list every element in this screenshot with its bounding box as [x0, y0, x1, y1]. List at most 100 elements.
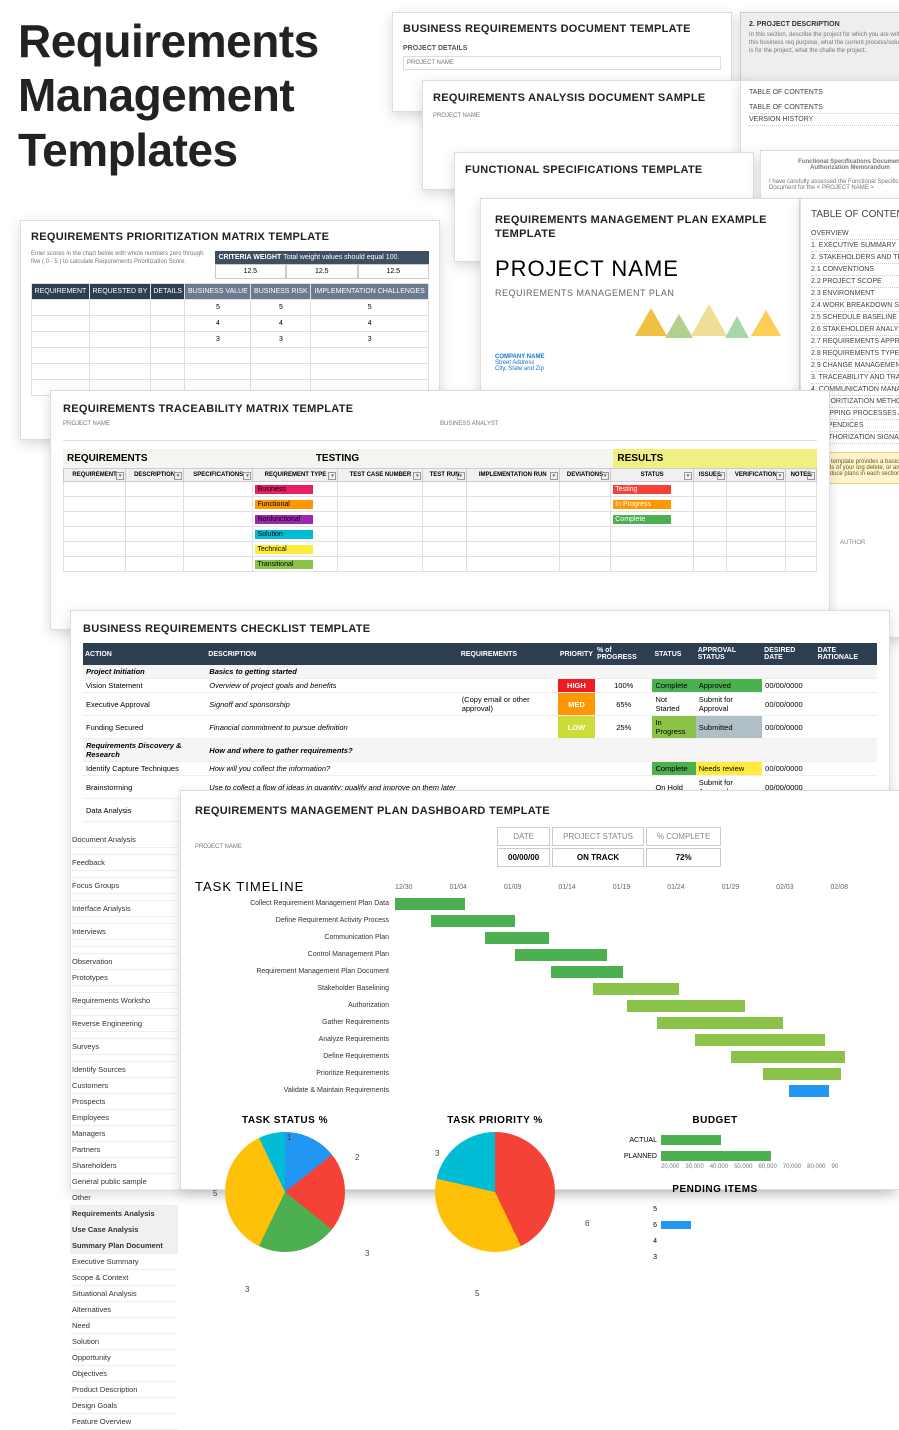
- decorative-triangles: [495, 308, 785, 348]
- col-header: IMPLEMENTATION RUN▾: [466, 469, 559, 482]
- dropdown-icon[interactable]: ▾: [413, 472, 421, 480]
- gantt-row: Collect Requirement Management Plan Data: [195, 895, 885, 912]
- axis-label: 02/03: [776, 884, 830, 891]
- col-header: DESIRED DATE: [762, 643, 816, 665]
- section-row: Project Initiation: [83, 665, 206, 679]
- table-cell: 5: [311, 300, 429, 316]
- budget-bar: [661, 1135, 721, 1145]
- list-item: Solution: [70, 1334, 178, 1350]
- col-header: ACTION: [83, 643, 206, 665]
- list-item: Opportunity: [70, 1350, 178, 1366]
- axis-label: 01/09: [504, 884, 558, 891]
- pending-label: 6: [615, 1222, 661, 1229]
- toc-item: 2.8 REQUIREMENTS TYPE: [811, 348, 899, 360]
- pending-bar: [661, 1221, 691, 1229]
- gantt-row: Stakeholder Baselining: [195, 980, 885, 997]
- gantt-row: Define Requirements: [195, 1048, 885, 1065]
- dropdown-icon[interactable]: ▾: [601, 472, 609, 480]
- memo-text: I have carefully assessed the Functional…: [769, 179, 899, 191]
- list-item: Requirements Worksho: [70, 993, 178, 1009]
- axis-label: 50,000: [734, 1164, 752, 1170]
- section-desc: Basics to getting started: [206, 665, 458, 679]
- progress-cell: 65%: [595, 693, 653, 716]
- toc-item: OVERVIEW: [811, 228, 899, 240]
- list-item: [70, 848, 178, 855]
- table-cell: 3: [251, 332, 311, 348]
- dropdown-icon[interactable]: ▾: [243, 472, 251, 480]
- dropdown-icon[interactable]: ▾: [457, 472, 465, 480]
- dropdown-icon[interactable]: ▾: [717, 472, 725, 480]
- pending-row: 3: [615, 1249, 815, 1265]
- toc-item: 2. STAKEHOLDERS AND TEAM MEMB: [811, 252, 899, 264]
- dropdown-icon[interactable]: ▾: [550, 472, 558, 480]
- section-header: 2. PROJECT DESCRIPTION: [749, 21, 899, 28]
- gantt-row: Requirement Management Plan Document: [195, 963, 885, 980]
- author-label: AUTHOR: [840, 540, 865, 546]
- pie-label: 1: [287, 1133, 291, 1142]
- pie-label: 5: [213, 1189, 217, 1198]
- list-item: Interface Analysis: [70, 901, 178, 917]
- dashboard-info-table: DATEPROJECT STATUS% COMPLETE00/00/00ON T…: [495, 825, 723, 869]
- info-label: % COMPLETE: [646, 827, 721, 846]
- pending-label: 3: [615, 1254, 661, 1261]
- col-header: REQUIREMENT▾: [32, 284, 90, 300]
- action-cell: Funding Secured: [83, 716, 206, 739]
- toc-item: 2.7 REQUIREMENTS APPROACH: [811, 336, 899, 348]
- col-header: REQUESTED BY▾: [89, 284, 150, 300]
- task-label: Communication Plan: [195, 934, 395, 941]
- gantt-bar: [731, 1051, 845, 1063]
- axis-label: 20,000: [661, 1164, 679, 1170]
- doc-traceability-matrix: REQUIREMENTS TRACEABILITY MATRIX TEMPLAT…: [50, 390, 830, 630]
- task-label: Prioritize Requirements: [195, 1070, 395, 1077]
- axis-label: 01/14: [558, 884, 612, 891]
- col-header: TEST CASE NUMBER▾: [338, 469, 423, 482]
- main-title: Requirements Management Templates: [18, 14, 319, 177]
- progress-cell: 25%: [595, 716, 653, 739]
- dropdown-icon[interactable]: ▾: [684, 472, 692, 480]
- doc-header: BUSINESS REQUIREMENTS DOCUMENT TEMPLATE: [403, 23, 721, 35]
- dropdown-icon[interactable]: ▾: [116, 472, 124, 480]
- list-item: Feature Overview: [70, 1414, 178, 1430]
- action-list: Document AnalysisFeedbackFocus GroupsInt…: [70, 832, 178, 1430]
- list-group: Use Case Analysis: [70, 1222, 178, 1238]
- col-header: NOTES▾: [785, 469, 816, 482]
- dropdown-icon[interactable]: ▾: [807, 472, 815, 480]
- list-item: Partners: [70, 1142, 178, 1158]
- gantt-bar: [593, 983, 679, 995]
- list-item: Employees: [70, 1110, 178, 1126]
- axis-label: 70,000: [783, 1164, 801, 1170]
- timeline-title: TASK TIMELINE: [195, 879, 304, 894]
- priority-cell: HIGH: [558, 679, 595, 693]
- task-label: Validate & Maintain Requirements: [195, 1087, 395, 1094]
- col-header: TEST RUN▾: [423, 469, 466, 482]
- col-header: PRIORITY: [558, 643, 595, 665]
- col-header: DESCRIPTION▾: [126, 469, 184, 482]
- doc-header: FUNCTIONAL SPECIFICATIONS TEMPLATE: [465, 163, 743, 177]
- task-status-chart: TASK STATUS % 12335: [195, 1115, 375, 1265]
- doc-header: REQUIREMENTS MANAGEMENT PLAN EXAMPLE TEM…: [495, 213, 785, 242]
- doc-header: REQUIREMENTS MANAGEMENT PLAN DASHBOARD T…: [195, 805, 885, 817]
- list-item: [70, 947, 178, 954]
- task-label: Stakeholder Baselining: [195, 985, 395, 992]
- pending-row: 6: [615, 1217, 815, 1233]
- col-header: APPROVAL STATUS: [696, 643, 762, 665]
- status-tag: In Progress: [613, 500, 671, 509]
- task-label: Control Management Plan: [195, 951, 395, 958]
- info-label: DATE: [497, 827, 550, 846]
- dropdown-icon[interactable]: ▾: [174, 472, 182, 480]
- section-desc: How and where to gather requirements?: [206, 739, 458, 762]
- list-item: [70, 1055, 178, 1062]
- toc-item: 2.3 ENVIRONMENT: [811, 288, 899, 300]
- toc-item: 2.9 CHANGE MANAGEMENT PLA: [811, 360, 899, 372]
- approval-cell: Approved: [696, 679, 762, 693]
- task-label: Define Requirements: [195, 1053, 395, 1060]
- dropdown-icon[interactable]: ▾: [328, 472, 336, 480]
- toc-item: 2.6 STAKEHOLDER ANALYSIS: [811, 324, 899, 336]
- desc-cell: How will you collect the information?: [206, 762, 458, 776]
- pie-label: 5: [475, 1289, 479, 1298]
- dropdown-icon[interactable]: ▾: [776, 472, 784, 480]
- pending-row: 5: [615, 1201, 815, 1217]
- field-label: PROJECT NAME: [403, 56, 721, 70]
- city-state-zip: City, State and Zip: [495, 366, 785, 372]
- axis-label: 80,000: [807, 1164, 825, 1170]
